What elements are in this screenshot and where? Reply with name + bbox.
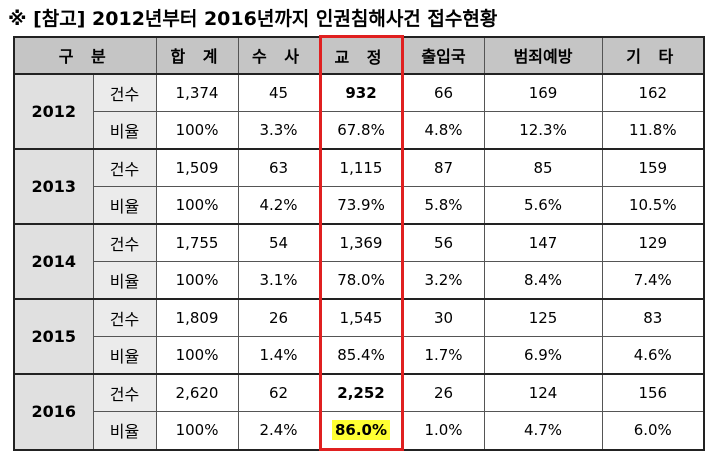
highlighted-value: 86.0% [331, 420, 391, 440]
cell-investigation: 3.1% [237, 261, 321, 300]
cell-investigation: 2.4% [237, 411, 321, 451]
cell-other: 6.0% [601, 411, 705, 451]
table-row-2016-count: 2016 건수 2,620 62 2,252 26 124 156 [13, 373, 705, 451]
cell-investigation: 45 [237, 73, 321, 112]
header-investigation: 수 사 [237, 36, 321, 75]
header-immigration: 출입국 [401, 36, 485, 75]
cell-total: 100% [155, 411, 239, 451]
cell-crime-prevention: 6.9% [483, 336, 603, 375]
cell-immigration: 4.8% [401, 111, 485, 150]
cell-total: 100% [155, 111, 239, 150]
cell-other: 4.6% [601, 336, 705, 375]
cell-crime-prevention: 12.3% [483, 111, 603, 150]
cell-total: 2,620 [155, 373, 239, 412]
header-crime-prevention: 범죄예방 [483, 36, 603, 75]
cell-crime-prevention: 125 [483, 298, 603, 337]
header-other: 기 타 [601, 36, 705, 75]
cell-crime-prevention: 169 [483, 73, 603, 112]
header-total: 합 계 [155, 36, 239, 75]
count-label-cell: 건수 [92, 148, 157, 187]
header-correction: 교 정 [318, 35, 404, 75]
rate-label-cell: 비율 [92, 336, 157, 375]
cell-immigration: 30 [401, 298, 485, 337]
year-cell: 2013 [13, 148, 94, 225]
page-title: ※ [참고] 2012년부터 2016년까지 인권침해사건 접수현황 [8, 8, 498, 30]
cell-investigation: 1.4% [237, 336, 321, 375]
table-row-2014-rate: 비율 100% 3.1% 78.0% 3.2% 8.4% 7.4% [14, 261, 705, 300]
emphasized-value: 932 [345, 84, 377, 102]
cell-correction: 86.0% [318, 411, 404, 451]
cell-total: 100% [155, 186, 239, 225]
cell-investigation: 63 [237, 148, 321, 187]
table-row-2013-count: 2013 건수 1,509 63 1,115 87 85 159 [13, 148, 705, 225]
rate-label-cell: 비율 [92, 186, 157, 225]
cell-crime-prevention: 85 [483, 148, 603, 187]
cell-investigation: 54 [237, 223, 321, 262]
year-cell: 2015 [13, 298, 94, 375]
table-row-2015-rate: 비율 100% 1.4% 85.4% 1.7% 6.9% 4.6% [14, 336, 705, 375]
table-row-2016-rate: 비율 100% 2.4% 86.0% 1.0% 4.7% 6.0% [14, 411, 705, 451]
header-category: 구 분 [13, 36, 157, 75]
cell-total: 1,509 [155, 148, 239, 187]
cell-investigation: 62 [237, 373, 321, 412]
count-label-cell: 건수 [92, 223, 157, 262]
cell-correction: 2,252 [318, 373, 404, 412]
cell-correction: 932 [318, 73, 404, 112]
table-row-2015-count: 2015 건수 1,809 26 1,545 30 125 83 [13, 298, 705, 375]
cell-immigration: 1.7% [401, 336, 485, 375]
cell-other: 10.5% [601, 186, 705, 225]
header-row: 구 분 합 계 수 사 교 정 출입국 범죄예방 기 타 [13, 35, 705, 75]
cell-other: 11.8% [601, 111, 705, 150]
cell-total: 1,809 [155, 298, 239, 337]
cell-correction: 73.9% [318, 186, 404, 225]
cell-crime-prevention: 4.7% [483, 411, 603, 451]
rate-label-cell: 비율 [92, 111, 157, 150]
cell-other: 156 [601, 373, 705, 412]
cell-other: 159 [601, 148, 705, 187]
cell-immigration: 1.0% [401, 411, 485, 451]
cell-crime-prevention: 124 [483, 373, 603, 412]
cell-immigration: 66 [401, 73, 485, 112]
cell-total: 100% [155, 261, 239, 300]
year-cell: 2014 [13, 223, 94, 300]
year-cell: 2016 [13, 373, 94, 451]
count-label-cell: 건수 [92, 298, 157, 337]
report-table-container: 구 분 합 계 수 사 교 정 출입국 범죄예방 기 타 2012 건수 1,374… [13, 35, 706, 451]
cell-immigration: 87 [401, 148, 485, 187]
count-label-cell: 건수 [92, 73, 157, 112]
cell-correction: 1,369 [318, 223, 404, 262]
cell-immigration: 56 [401, 223, 485, 262]
complaint-status-table: 구 분 합 계 수 사 교 정 출입국 범죄예방 기 타 2012 건수 1,374… [13, 35, 706, 451]
count-label-cell: 건수 [92, 373, 157, 412]
cell-other: 83 [601, 298, 705, 337]
cell-crime-prevention: 147 [483, 223, 603, 262]
cell-immigration: 26 [401, 373, 485, 412]
cell-immigration: 3.2% [401, 261, 485, 300]
cell-total: 1,374 [155, 73, 239, 112]
cell-correction: 78.0% [318, 261, 404, 300]
rate-label-cell: 비율 [92, 411, 157, 451]
cell-correction: 67.8% [318, 111, 404, 150]
cell-investigation: 3.3% [237, 111, 321, 150]
rate-label-cell: 비율 [92, 261, 157, 300]
cell-investigation: 4.2% [237, 186, 321, 225]
table-row-2014-count: 2014 건수 1,755 54 1,369 56 147 129 [13, 223, 705, 300]
table-row-2012-count: 2012 건수 1,374 45 932 66 169 162 [13, 73, 705, 150]
table-row-2012-rate: 비율 100% 3.3% 67.8% 4.8% 12.3% 11.8% [14, 111, 705, 150]
cell-total: 1,755 [155, 223, 239, 262]
cell-other: 129 [601, 223, 705, 262]
year-cell: 2012 [13, 73, 94, 150]
cell-total: 100% [155, 336, 239, 375]
table-row-2013-rate: 비율 100% 4.2% 73.9% 5.8% 5.6% 10.5% [14, 186, 705, 225]
emphasized-value: 2,252 [337, 384, 385, 402]
cell-correction: 1,115 [318, 148, 404, 187]
cell-correction: 85.4% [318, 336, 404, 375]
cell-investigation: 26 [237, 298, 321, 337]
cell-crime-prevention: 5.6% [483, 186, 603, 225]
cell-correction: 1,545 [318, 298, 404, 337]
cell-crime-prevention: 8.4% [483, 261, 603, 300]
cell-immigration: 5.8% [401, 186, 485, 225]
cell-other: 162 [601, 73, 705, 112]
cell-other: 7.4% [601, 261, 705, 300]
